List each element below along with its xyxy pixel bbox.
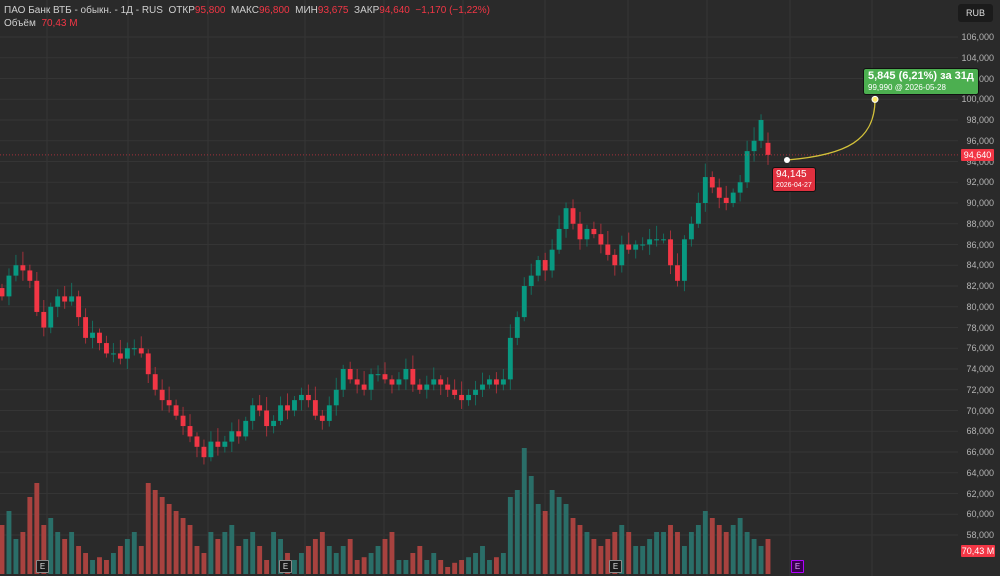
current-price-tag: 94,640 — [961, 148, 994, 161]
price-axis-label: 74,000 — [966, 364, 994, 374]
price-axis-label: 66,000 — [966, 447, 994, 457]
price-axis-label: 78,000 — [966, 322, 994, 333]
price-axis-label: 96,000 — [966, 135, 994, 146]
forecast-start-point[interactable] — [784, 156, 790, 163]
high-label: МАКС — [231, 5, 259, 16]
price-axis-label: 82,000 — [966, 281, 994, 291]
candles — [0, 114, 771, 465]
change-value: −1,170 (−1,22%) — [415, 5, 490, 16]
earnings-event-marker[interactable]: E — [36, 560, 49, 573]
forecast-target-label[interactable]: 5,845 (6,21%) за 31д 99,990 @ 2026-05-28 — [863, 68, 979, 95]
start-date: 2026-04-27 — [776, 182, 812, 189]
instrument-title[interactable]: ПАО Банк ВТБ - обыкн. - 1Д - RUS — [4, 5, 163, 16]
price-axis-label: 80,000 — [966, 301, 994, 312]
price-axis-label: 84,000 — [966, 260, 994, 271]
price-axis-label: 94,000 — [966, 156, 994, 167]
forecast-start-label[interactable]: 94,145 2026-04-27 — [772, 167, 816, 192]
price-axis-label: 58,000 — [966, 530, 994, 540]
close-label: ЗАКР — [354, 5, 380, 16]
price-axis-label: 92,000 — [966, 177, 994, 188]
grid-lines — [0, 0, 958, 576]
price-axis-label: 90,000 — [966, 198, 994, 208]
volume-label[interactable]: Объём — [4, 18, 36, 29]
forecast-end-point[interactable] — [871, 95, 879, 103]
close-value: 94,640 — [379, 5, 410, 16]
start-price: 94,145 — [776, 169, 807, 180]
price-axis-label: 88,000 — [966, 218, 994, 229]
volume-tag: 70,43 M — [961, 545, 995, 557]
open-value: 95,800 — [194, 5, 226, 16]
low-value: 93,675 — [317, 5, 349, 16]
high-value: 96,800 — [258, 5, 290, 16]
volume-bars — [0, 448, 771, 574]
price-axis-label: 100,000 — [961, 94, 994, 105]
price-axis-label: 60,000 — [966, 509, 994, 520]
volume-row: Объём 70,43 M — [4, 17, 490, 30]
price-axis-label: 64,000 — [966, 467, 994, 478]
price-axis-label: 86,000 — [966, 239, 994, 250]
ohlc-row: ПАО Банк ВТБ - обыкн. - 1Д - RUS ОТКР95,… — [4, 4, 490, 17]
earnings-event-marker[interactable]: E — [279, 560, 292, 573]
volume-value: 70,43 M — [41, 18, 78, 29]
forecast-change: 5,845 (6,21%) за 31д — [868, 70, 974, 82]
price-axis-label: 98,000 — [966, 115, 994, 125]
forecast-curve — [786, 99, 876, 161]
low-label: МИН — [295, 5, 318, 16]
price-axis-label: 68,000 — [966, 426, 994, 437]
chart-legend: ПАО Банк ВТБ - обыкн. - 1Д - RUS ОТКР95,… — [4, 4, 490, 30]
currency-button[interactable]: RUB — [958, 4, 993, 22]
earnings-event-marker[interactable]: E — [609, 560, 622, 573]
price-axis-label: 72,000 — [966, 384, 994, 395]
price-axis-label: 106,000 — [961, 32, 994, 42]
price-axis-label: 104,000 — [961, 52, 994, 63]
earnings-event-marker[interactable]: E — [791, 560, 804, 573]
price-axis-label: 76,000 — [966, 343, 994, 354]
price-axis-label: 62,000 — [966, 488, 994, 499]
open-label: ОТКР — [168, 5, 195, 16]
price-axis-label: 70,000 — [966, 405, 994, 416]
forecast-target: 99,990 @ 2026-05-28 — [868, 83, 946, 92]
